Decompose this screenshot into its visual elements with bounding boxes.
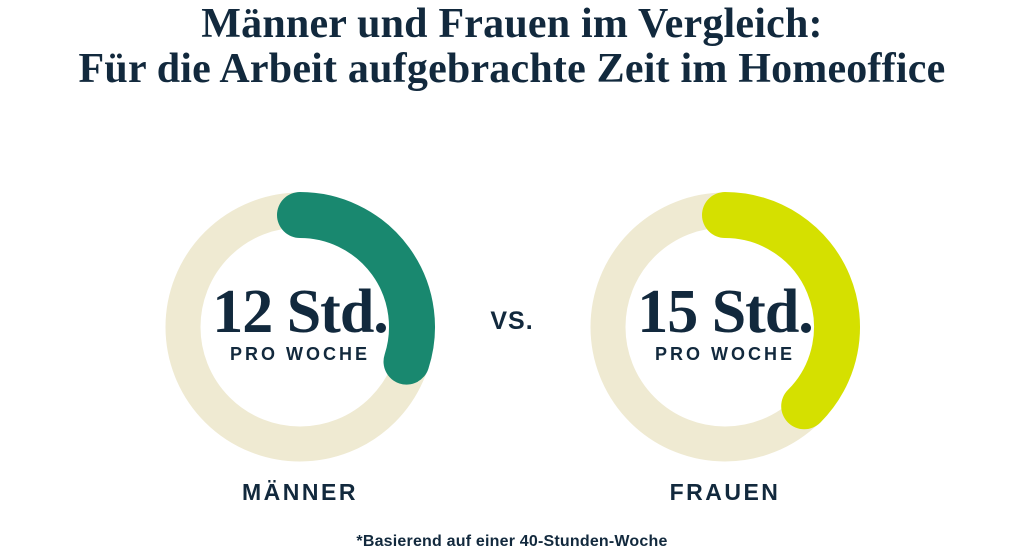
hours-value-maenner: 12 Std.: [212, 278, 389, 346]
page-title-line-2: Für die Arbeit aufgebrachte Zeit im Home…: [78, 46, 946, 92]
category-label-frauen: FRAUEN: [669, 479, 781, 505]
donut-chart-maenner: [165, 192, 435, 462]
donut-group-frauen: 15 Std. PRO WOCHE FRAUEN: [585, 187, 865, 505]
donut-progress-arc: [702, 192, 860, 430]
page-title: Männer und Frauen im Vergleich: Für die …: [0, 2, 1024, 92]
vs-label: vs.: [490, 307, 534, 335]
hours-value-frauen: 15 Std.: [637, 278, 814, 346]
footnote: *Basierend auf einer 40-Stunden-Woche: [356, 533, 668, 550]
page-title-line-1: Männer und Frauen im Vergleich:: [201, 1, 823, 47]
hours-sublabel-maenner: PRO WOCHE: [229, 344, 370, 364]
category-label-maenner: MÄNNER: [242, 479, 358, 505]
hours-sublabel-frauen: PRO WOCHE: [654, 344, 795, 364]
donut-chart-frauen: [590, 192, 860, 462]
donut-group-maenner: 12 Std. PRO WOCHE MÄNNER: [160, 187, 440, 505]
donut-progress-arc: [277, 192, 435, 385]
